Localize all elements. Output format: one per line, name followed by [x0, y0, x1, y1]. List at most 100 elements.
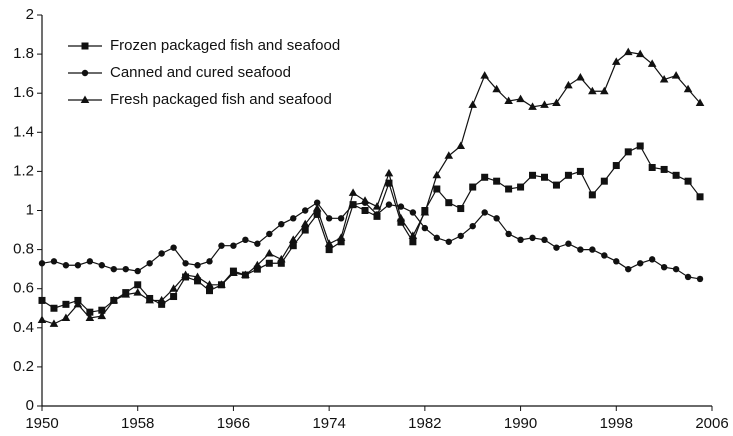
x-tick-label: 1990	[504, 415, 537, 432]
marker-circle	[218, 242, 225, 249]
marker-circle	[194, 262, 201, 269]
marker-square	[648, 163, 656, 171]
marker-triangle	[647, 59, 657, 67]
marker-circle	[409, 209, 417, 216]
marker-triangle	[504, 96, 513, 105]
marker-triangle	[576, 73, 585, 81]
marker-triangle	[121, 290, 131, 298]
marker-triangle	[265, 249, 274, 257]
marker-triangle	[217, 280, 226, 288]
marker-triangle	[444, 151, 454, 159]
marker-square	[588, 191, 596, 199]
marker-circle	[290, 215, 297, 222]
marker-circle	[565, 240, 572, 247]
marker-circle	[206, 258, 213, 265]
marker-triangle	[588, 86, 597, 95]
x-tick-label: 1950	[25, 415, 58, 432]
marker-circle	[541, 236, 548, 244]
marker-square	[600, 177, 608, 185]
marker-square	[612, 162, 620, 170]
marker-triangle	[564, 80, 573, 89]
marker-triangle	[133, 288, 143, 296]
marker-triangle	[49, 319, 59, 327]
marker-circle	[648, 256, 656, 263]
marker-circle	[457, 232, 464, 240]
marker-square	[337, 238, 345, 246]
marker-circle	[672, 265, 680, 273]
marker-circle	[182, 260, 189, 267]
marker-square	[552, 181, 560, 189]
marker-triangle	[193, 272, 202, 280]
marker-triangle	[61, 313, 71, 322]
marker-triangle	[516, 94, 525, 103]
marker-triangle	[671, 71, 681, 79]
marker-circle	[302, 207, 309, 214]
marker-triangle	[408, 231, 418, 239]
legend-label: Canned and cured seafood	[110, 64, 291, 81]
x-tick-label: 1958	[121, 415, 154, 432]
marker-square	[541, 173, 548, 181]
marker-triangle	[145, 295, 154, 304]
marker-circle	[684, 273, 692, 281]
marker-square	[493, 177, 501, 185]
marker-circle	[62, 262, 70, 269]
marker-triangle	[552, 98, 561, 106]
marker-triangle	[181, 270, 190, 279]
marker-triangle	[300, 219, 310, 228]
x-tick-label: 1982	[408, 415, 441, 432]
marker-triangle	[169, 284, 178, 292]
marker-square	[457, 205, 465, 213]
marker-triangle	[659, 75, 669, 83]
marker-triangle	[241, 270, 250, 279]
marker-square	[289, 242, 297, 250]
marker-circle	[170, 244, 177, 251]
y-tick-label: 0.2	[13, 358, 34, 375]
marker-circle	[553, 244, 560, 251]
marker-triangle	[528, 102, 537, 110]
marker-square	[170, 293, 178, 301]
marker-triangle	[85, 313, 95, 322]
marker-circle	[577, 246, 584, 253]
marker-circle	[146, 260, 153, 267]
marker-square	[50, 304, 58, 312]
marker-square	[696, 193, 704, 201]
marker-triangle	[80, 95, 90, 103]
marker-triangle	[253, 260, 262, 269]
marker-square	[194, 277, 202, 285]
marker-square	[576, 167, 584, 175]
marker-circle	[481, 209, 488, 216]
marker-square	[385, 179, 393, 187]
marker-circle	[134, 267, 141, 275]
marker-circle	[601, 252, 608, 259]
series	[38, 199, 704, 283]
marker-circle	[493, 215, 500, 222]
y-tick-label: 1	[26, 201, 34, 218]
marker-circle	[445, 238, 452, 245]
marker-triangle	[312, 204, 322, 212]
marker-circle	[696, 275, 704, 283]
marker-square	[684, 177, 692, 185]
x-tick-label: 1998	[600, 415, 633, 432]
marker-square	[98, 306, 106, 314]
y-tick-label: 1.4	[13, 123, 34, 140]
marker-square	[206, 287, 213, 295]
series-line	[41, 201, 701, 280]
marker-square	[481, 173, 489, 181]
marker-square	[624, 148, 632, 156]
marker-square	[361, 207, 369, 214]
marker-square	[636, 142, 644, 150]
y-tick-label: 1.2	[13, 162, 34, 179]
marker-triangle	[276, 254, 286, 263]
marker-circle	[325, 215, 333, 222]
marker-triangle	[97, 311, 107, 320]
marker-triangle	[348, 188, 358, 196]
marker-triangle	[492, 84, 501, 93]
marker-triangle	[372, 202, 382, 210]
marker-circle	[254, 240, 261, 247]
y-tick-label: 1.8	[13, 45, 34, 62]
marker-circle	[385, 201, 393, 208]
marker-square	[469, 183, 477, 191]
marker-circle	[266, 230, 273, 238]
